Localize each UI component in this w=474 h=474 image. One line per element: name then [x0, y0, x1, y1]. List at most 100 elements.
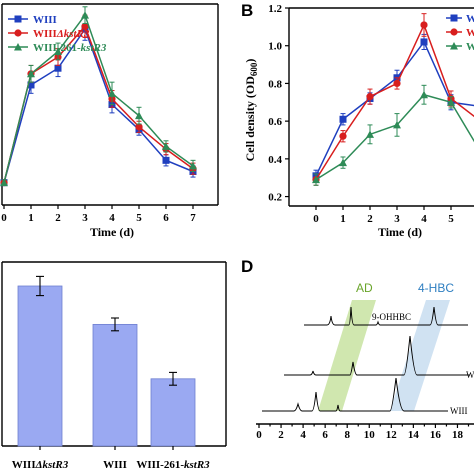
legend-label-b-kstr3-complemented-clipped: W — [466, 41, 474, 53]
panel-a-x-label: Time (d) — [90, 225, 134, 239]
legend-item-b-wiii: W — [446, 13, 474, 25]
panel-b-data-point — [420, 90, 428, 99]
band-label-4-hbc: 4-HBC — [418, 281, 454, 295]
panel-b-y-label: Cell density (OD600) — [243, 59, 259, 162]
panel-b-data-point — [312, 175, 320, 184]
panel-a-data-point — [54, 47, 62, 55]
circle-marker-icon — [14, 29, 22, 37]
triangle-marker-icon — [450, 42, 458, 50]
panel-a-x-tick-label: 6 — [163, 212, 169, 224]
panel-b-data-point — [366, 130, 374, 138]
bar — [17, 285, 63, 447]
triangle-marker-icon — [14, 43, 22, 51]
panel-b-letter: B — [241, 1, 253, 20]
panel-b-x-tick-label: 2 — [367, 213, 373, 225]
panel-a-data-point — [27, 69, 35, 78]
panel-d: D AD 4-HBC 9-OHHBC W WIII 0 2 4 6 8 10 12 14 16 1… — [241, 257, 474, 441]
panel-b-x-tick-label: 0 — [313, 213, 319, 225]
panel-b-data-point — [366, 93, 374, 101]
panel-b-x-tick-label: 4 — [421, 213, 427, 225]
panel-d-x-tick-label: 0 — [256, 429, 262, 441]
panel-b-data-point — [339, 158, 347, 167]
chromatogram-trace-top — [304, 306, 468, 326]
legend-item-b-kstr3-complemented: W — [446, 41, 474, 53]
panel-a-x-tick-label: 1 — [28, 212, 34, 224]
bar-category-label: WIII-261-kstR3 — [136, 459, 210, 471]
panel-a-x-tick-label: 3 — [82, 212, 88, 224]
panel-a-x-tick-label: 0 — [1, 212, 7, 224]
panel-b-y-tick-label: 1.0 — [268, 41, 282, 53]
panel-a-data-point — [81, 11, 89, 19]
panel-b-data-point — [339, 132, 347, 140]
panel-b-data-point — [339, 115, 347, 123]
panel-a-data-point — [108, 89, 116, 97]
panel-d-x-tick-label: 4 — [300, 429, 306, 441]
panel-b-data-point — [420, 21, 428, 29]
legend-label-kstr3-complemented: WIII-261-kstR3 — [33, 42, 107, 54]
panel-b-x-tick-label: 3 — [394, 213, 400, 225]
panel-d-x-tick-label: 16 — [430, 429, 442, 441]
panel-a-series-line — [3, 13, 194, 183]
panel-a-data-point — [0, 178, 8, 187]
panel-a-data-point — [135, 123, 143, 131]
legend-label-wiii: WIII — [33, 14, 57, 26]
panel-c: WIIIΔkstR3 WIII WIII-261-kstR3 — [1, 261, 227, 471]
bar — [92, 323, 138, 447]
panel-b-y-tick-label: 0.2 — [268, 192, 282, 204]
legend-label-kstr3-deletion: WIIIΔkstR3 — [33, 28, 90, 40]
panel-b-data-point — [420, 38, 428, 46]
panel-a: 0 1 2 3 4 5 6 7 Time (d) WIII WIIIΔkstR3 WIII-2… — [0, 3, 219, 239]
hbc-highlight-band — [390, 300, 450, 411]
trace-label-bottom: WIII — [450, 406, 468, 416]
legend-item-kstr3-complemented: WIII-261-kstR3 — [8, 42, 107, 54]
panel-b-y-tick-label: 0.4 — [268, 154, 282, 166]
chromatogram-trace-middle — [284, 335, 470, 376]
panel-d-x-tick-label: 12 — [386, 429, 398, 441]
bar — [150, 378, 196, 447]
panel-a-data-point — [162, 156, 170, 164]
panel-a-x-tick-label: 5 — [136, 212, 142, 224]
panel-d-x-tick-label: 10 — [364, 429, 376, 441]
legend-label-b-wiii-clipped: W — [466, 13, 474, 25]
trace-label-middle: W — [466, 370, 474, 380]
panel-d-x-tick-label: 18 — [452, 429, 464, 441]
panel-b-y-tick-label: 0.8 — [268, 78, 282, 90]
panel-b-x-label: Time (d) — [378, 225, 422, 239]
panel-b-data-point — [393, 120, 401, 129]
panel-b: B 0.20.40.60.81.01.20123456 Time (d) Cel… — [241, 1, 474, 239]
square-marker-icon — [450, 14, 458, 22]
panel-a-data-point — [81, 22, 89, 30]
panel-a-data-point — [54, 64, 62, 72]
panel-b-data-point — [393, 79, 401, 88]
panel-d-x-tick-label: 14 — [408, 429, 420, 441]
square-marker-icon — [14, 15, 22, 23]
panel-d-letter: D — [241, 257, 253, 276]
panel-a-x-tick-label: 4 — [109, 212, 115, 224]
panel-b-y-tick-label: 1.2 — [268, 3, 282, 15]
panel-b-x-tick-label: 5 — [448, 213, 454, 225]
legend-item-wiii: WIII — [8, 14, 57, 26]
panel-a-data-point — [135, 111, 143, 120]
panel-d-x-tick-label: 8 — [344, 429, 350, 441]
panel-a-data-point — [189, 161, 197, 170]
panel-a-x-tick-label: 7 — [190, 212, 196, 224]
panel-b-data-point — [447, 98, 455, 106]
circle-marker-icon — [450, 28, 458, 36]
bar-category-label: WIIIΔkstR3 — [12, 459, 69, 471]
panel-a-legend: WIII WIIIΔkstR3 WIII-261-kstR3 — [8, 14, 107, 54]
panel-a-data-point — [27, 81, 35, 89]
panel-a-series-line — [3, 27, 194, 183]
ad-highlight-band — [318, 300, 376, 411]
panel-a-data-point — [162, 142, 170, 150]
chromatogram-trace-bottom — [262, 377, 448, 412]
bar-category-label: WIII — [103, 459, 127, 471]
panel-a-x-tick-label: 2 — [55, 212, 61, 224]
panel-b-series-line — [315, 40, 474, 177]
legend-label-b-kstr3-deletion-clipped: W — [466, 27, 474, 39]
peak-annotation-9-ohhbc: 9-OHHBC — [372, 312, 411, 322]
panel-d-x-tick-label: 6 — [322, 429, 328, 441]
legend-item-b-kstr3-deletion: W — [446, 27, 474, 39]
panel-b-y-tick-label: 0.6 — [268, 116, 282, 128]
panel-b-legend: W W W — [446, 13, 474, 53]
